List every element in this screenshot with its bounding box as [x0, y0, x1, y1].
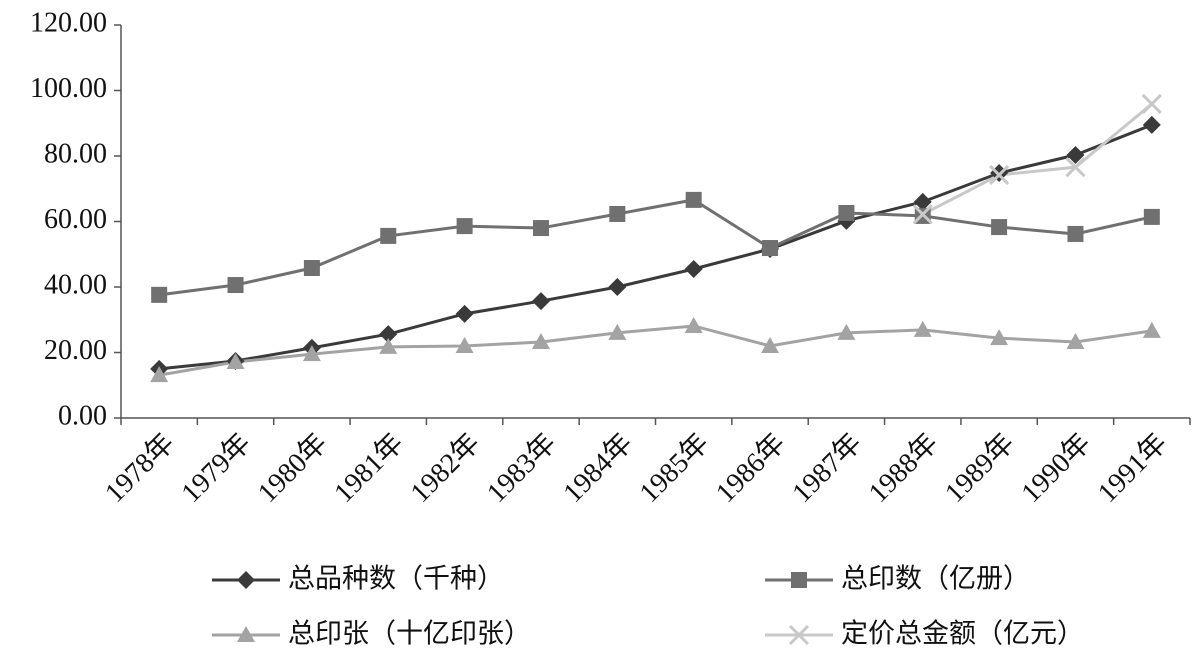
data-point [912, 204, 933, 225]
data-point [762, 240, 779, 257]
data-point [456, 218, 473, 235]
data-point [1142, 321, 1161, 338]
y-tick-label: 0.00 [58, 400, 107, 431]
data-point [684, 259, 703, 278]
series-line [158, 324, 1153, 377]
data-point [608, 278, 627, 296]
x-tick-label: 1981年 [328, 427, 410, 509]
y-tick-label: 80.00 [44, 138, 107, 169]
data-point [1065, 157, 1086, 178]
x-tick-label: 1985年 [633, 427, 715, 509]
data-point [761, 336, 780, 353]
data-point [227, 277, 244, 294]
data-point [303, 260, 320, 277]
data-point [226, 352, 245, 369]
x-tick-label: 1980年 [251, 427, 333, 509]
series-line [158, 198, 1153, 297]
y-tick-label: 20.00 [44, 335, 107, 366]
x-tick-label: 1989年 [939, 427, 1021, 509]
y-tick-label: 120.00 [30, 7, 107, 38]
data-point [913, 320, 932, 337]
data-point [608, 323, 627, 340]
x-tick-label: 1988年 [862, 427, 944, 509]
data-point [150, 366, 169, 383]
data-point [684, 316, 703, 333]
data-point [531, 292, 550, 311]
data-point [531, 333, 550, 350]
data-point [609, 205, 626, 222]
data-point [685, 191, 702, 208]
x-tick-label: 1990年 [1015, 427, 1097, 509]
y-tick-label: 100.00 [30, 73, 107, 104]
x-tick-label: 1982年 [404, 427, 486, 509]
data-point [455, 336, 474, 353]
data-point [1141, 93, 1162, 114]
data-point [1143, 208, 1160, 225]
data-point [989, 164, 1010, 186]
y-tick-label: 40.00 [44, 269, 107, 300]
series-line [159, 123, 1153, 371]
data-point [1066, 146, 1085, 165]
data-point [991, 219, 1008, 236]
data-point [837, 323, 856, 340]
data-point [1142, 115, 1161, 134]
data-point [379, 337, 398, 354]
x-tick-label: 1986年 [709, 427, 791, 509]
x-tick-label: 1991年 [1091, 427, 1173, 509]
legend-text: 总印张（十亿印张） [288, 619, 531, 650]
legend-text: 总品种数（千种） [288, 564, 504, 595]
data-point [151, 286, 168, 303]
legend-marker [791, 572, 807, 588]
x-tick-label: 1979年 [175, 427, 257, 509]
y-tick-label: 60.00 [44, 204, 107, 235]
x-tick-label: 1984年 [557, 427, 639, 509]
data-point [1067, 225, 1084, 242]
data-point [302, 345, 321, 362]
data-point [455, 304, 474, 323]
x-tick-label: 1983年 [480, 427, 562, 509]
data-point [380, 227, 397, 244]
data-point [379, 325, 398, 344]
x-tick-label: 1978年 [99, 427, 181, 509]
legend-marker [237, 626, 255, 642]
legend-marker [237, 571, 255, 589]
x-tick-label: 1987年 [786, 427, 868, 509]
data-point [838, 204, 855, 221]
legend-marker [788, 624, 810, 646]
legend-text: 定价总金额（亿元） [841, 619, 1084, 650]
legend-text: 总印数（亿册） [841, 564, 1030, 595]
data-point [1066, 333, 1085, 350]
data-point [990, 329, 1009, 346]
data-point [913, 192, 932, 211]
data-point [532, 220, 549, 237]
series-line [922, 102, 1153, 216]
